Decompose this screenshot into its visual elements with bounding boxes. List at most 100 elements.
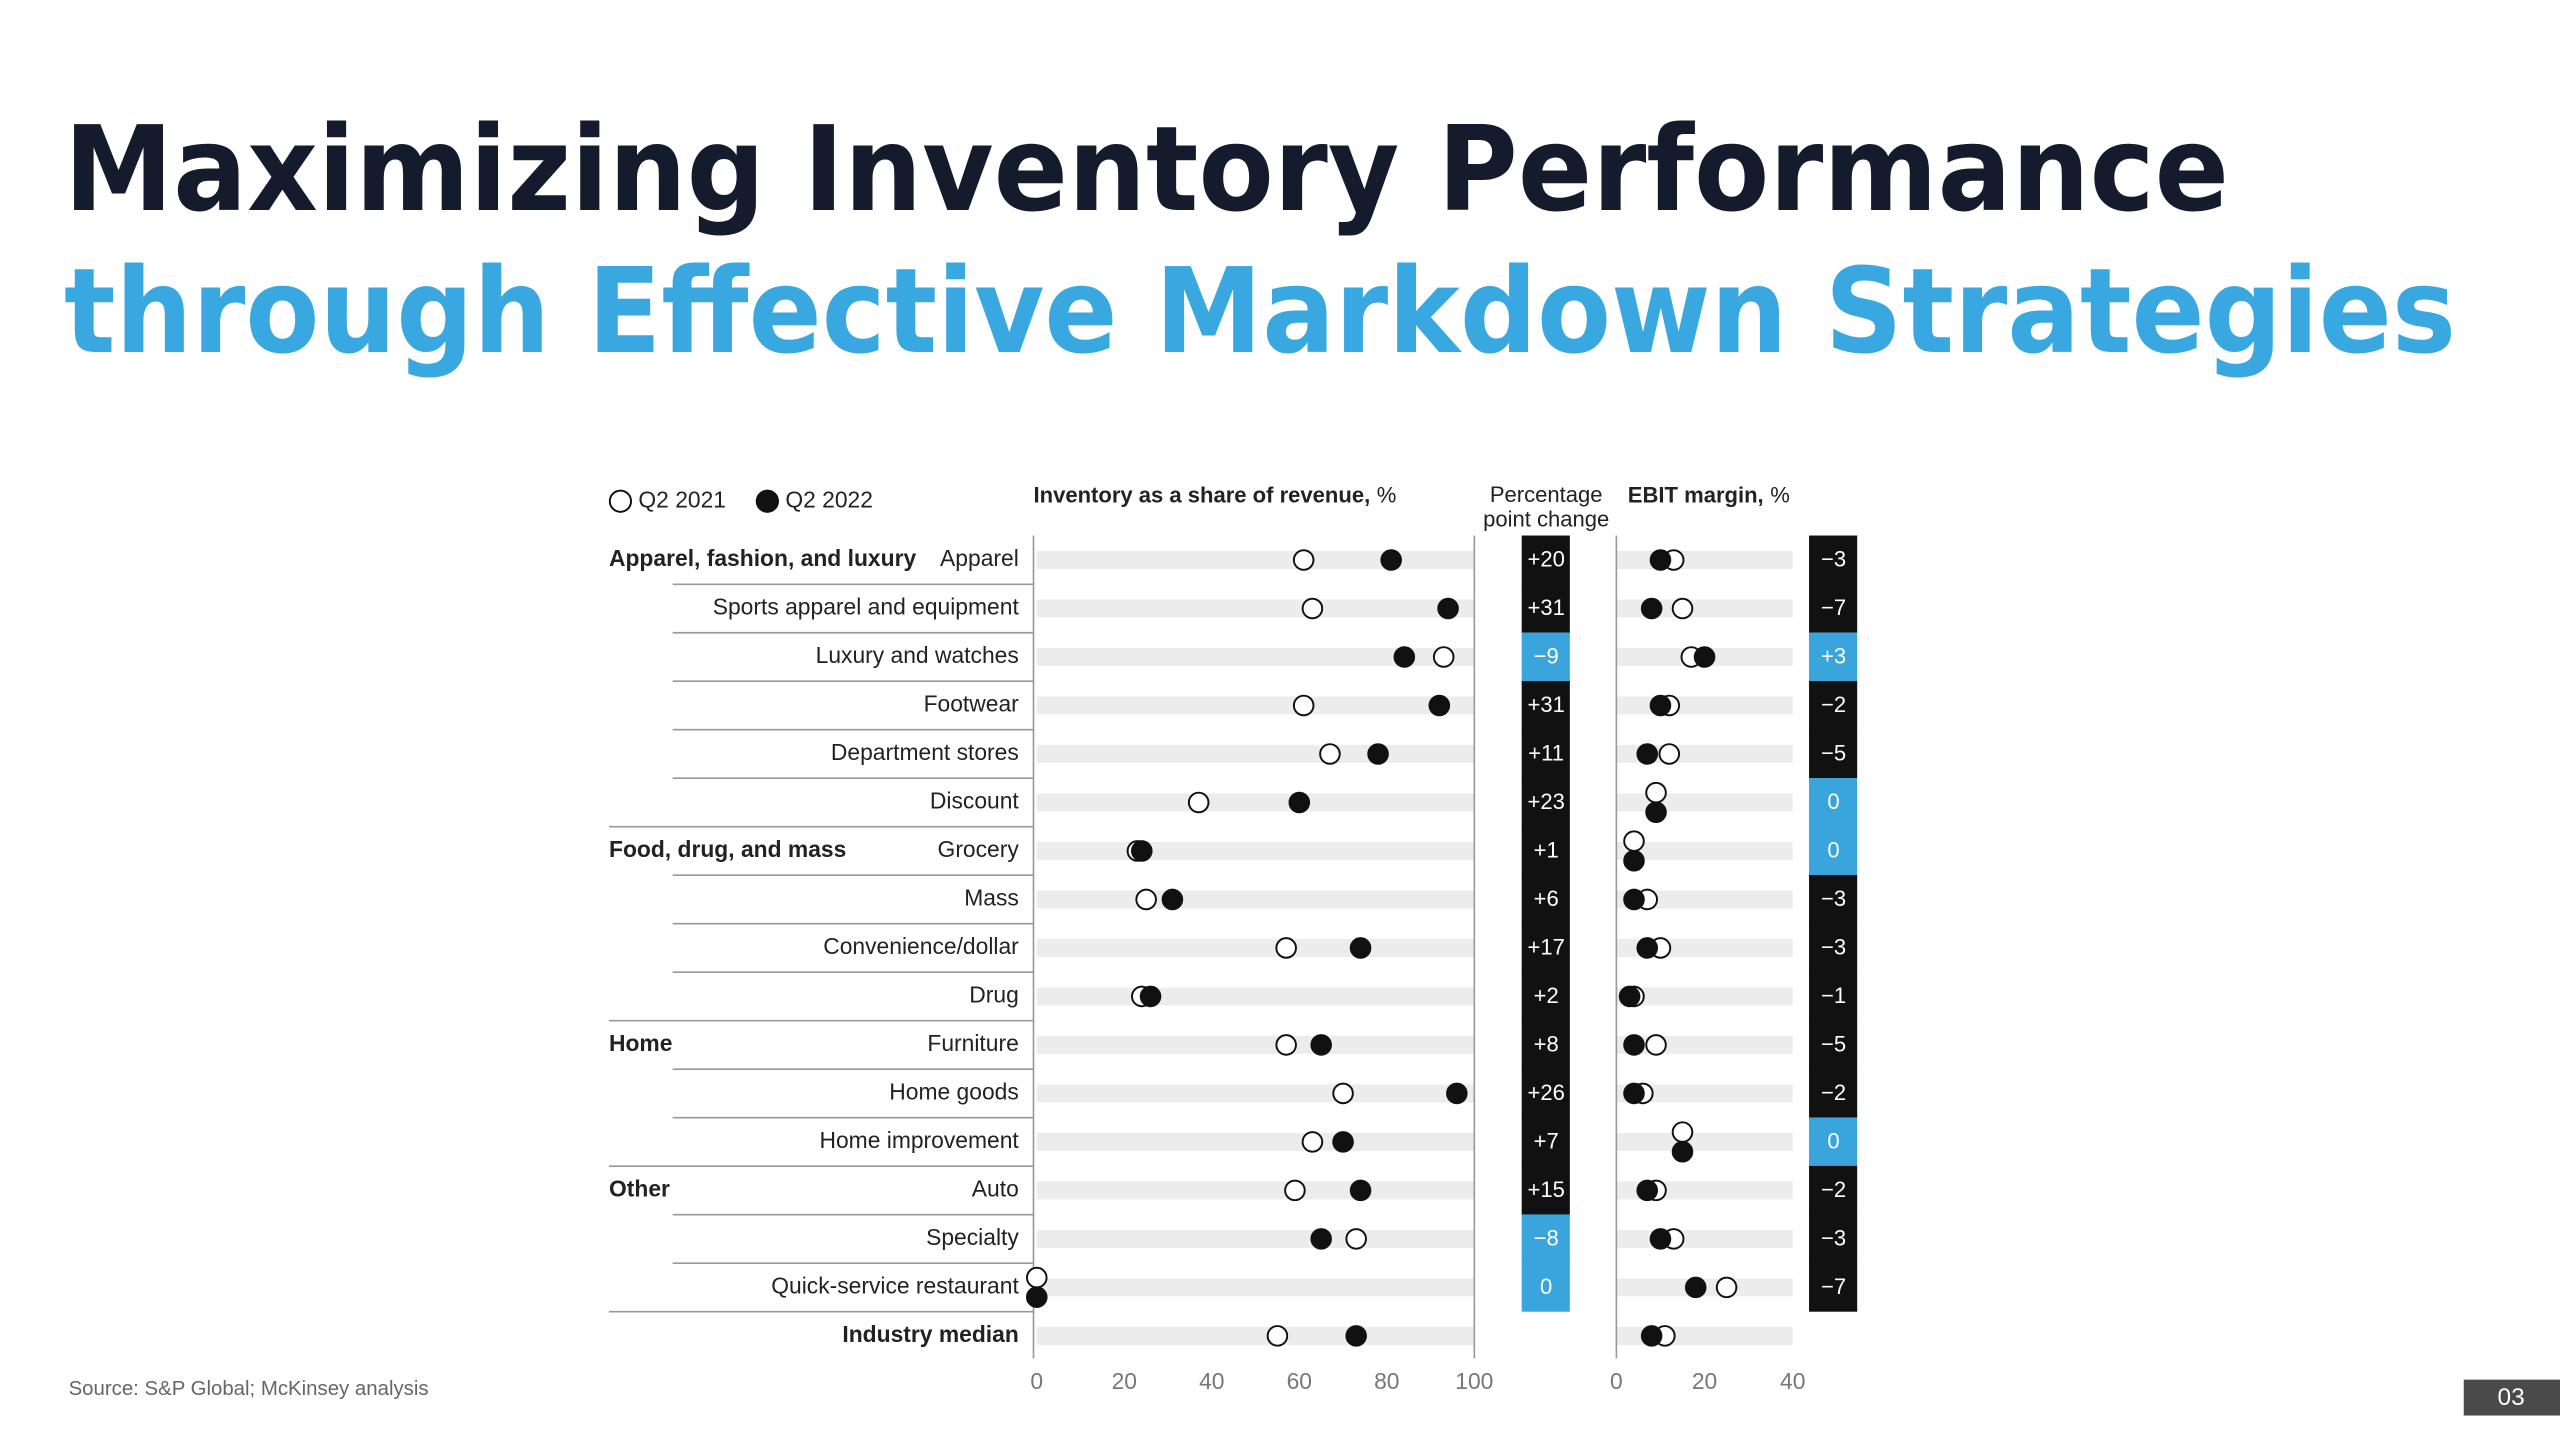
dot — [1393, 646, 1416, 668]
x-tick-label: 80 — [1374, 1368, 1399, 1394]
change-label: +26 — [1527, 1080, 1564, 1105]
change-label: 0 — [1827, 838, 1839, 863]
panel-title: Inventory as a share of revenue,% — [1033, 482, 1396, 507]
row-bar — [1036, 890, 1475, 909]
dot — [1345, 1325, 1367, 1347]
group-label: Other — [609, 1175, 670, 1201]
change-box — [1809, 1214, 1858, 1264]
change-box — [1809, 632, 1858, 682]
x-tick-label: 0 — [1610, 1368, 1623, 1394]
change-box — [1809, 874, 1858, 924]
legend-label: Q2 2021 — [638, 486, 726, 512]
row-bar — [1036, 1181, 1475, 1200]
dot — [1367, 743, 1389, 765]
dot — [1428, 694, 1451, 717]
category-label: Mass — [964, 884, 1019, 910]
dot — [1623, 830, 1645, 852]
legend-marker — [608, 489, 633, 513]
row-bar — [1616, 890, 1793, 909]
change-label: −2 — [1821, 1080, 1846, 1105]
change-label: −5 — [1821, 741, 1846, 766]
category-label: Furniture — [927, 1030, 1018, 1056]
change-box — [1809, 729, 1858, 779]
change-box — [1809, 680, 1858, 730]
category-label: Home improvement — [819, 1127, 1019, 1153]
row-bar — [1036, 696, 1475, 715]
change-box — [1521, 729, 1570, 779]
dot — [1380, 549, 1402, 571]
change-box — [1521, 923, 1570, 973]
dot — [1618, 985, 1641, 1008]
change-title: point change — [1483, 507, 1609, 532]
dot — [1139, 985, 1162, 1008]
category-label: Home goods — [889, 1078, 1019, 1104]
dot — [1292, 694, 1315, 717]
row-bar — [1036, 599, 1475, 618]
category-label: Grocery — [938, 836, 1020, 862]
dot — [1645, 801, 1667, 824]
change-box — [1809, 1262, 1858, 1312]
change-label: −8 — [1534, 1226, 1559, 1251]
x-tick-label: 20 — [1112, 1368, 1137, 1394]
change-box — [1521, 777, 1570, 827]
dot — [1288, 791, 1311, 814]
category-label: Quick-service restaurant — [771, 1272, 1019, 1298]
row-bar — [1036, 1278, 1475, 1297]
change-box — [1809, 971, 1858, 1021]
dot — [1284, 1179, 1306, 1202]
x-tick-label: 40 — [1199, 1368, 1224, 1394]
change-box — [1809, 535, 1858, 585]
row-bar — [1036, 938, 1475, 957]
change-label: +31 — [1527, 595, 1564, 620]
row-bar — [1616, 1132, 1793, 1151]
dot — [1645, 781, 1667, 804]
dot — [1715, 1276, 1738, 1299]
change-label: −5 — [1821, 1032, 1846, 1057]
row-bar — [1616, 1229, 1793, 1248]
row-bar — [1036, 793, 1475, 812]
row-bar — [1616, 696, 1793, 715]
change-box — [1809, 1020, 1858, 1070]
dot — [1623, 1082, 1645, 1105]
change-label: −3 — [1821, 547, 1846, 572]
change-box — [1809, 826, 1858, 876]
change-label: +11 — [1528, 741, 1564, 766]
title-line-2: through Effective Markdown Strategies — [64, 242, 2456, 380]
change-label: +2 — [1534, 983, 1559, 1008]
dot — [1292, 549, 1315, 571]
category-label: Auto — [972, 1175, 1019, 1201]
dot — [1266, 1325, 1289, 1347]
dot — [1636, 937, 1659, 959]
dot — [1025, 1286, 1048, 1308]
row-bar — [1036, 987, 1475, 1006]
dot — [1310, 1034, 1332, 1056]
change-label: +31 — [1527, 692, 1564, 717]
page-number-box — [2463, 1379, 2560, 1416]
category-label: Department stores — [831, 739, 1019, 765]
change-box — [1521, 680, 1570, 730]
dot — [1446, 1082, 1468, 1105]
dot — [1671, 1140, 1694, 1163]
change-label: −3 — [1821, 935, 1846, 960]
panel-title-text: EBIT margin, — [1628, 482, 1764, 507]
change-box — [1521, 874, 1570, 924]
page-number: 03 — [2497, 1384, 2524, 1411]
dot — [1349, 937, 1372, 959]
dot — [1623, 849, 1645, 872]
dot — [1437, 597, 1459, 620]
change-box — [1521, 1117, 1570, 1167]
panel-title-text: Inventory as a share of revenue, — [1033, 482, 1370, 507]
dot — [1275, 937, 1297, 959]
panel-title-unit: % — [1770, 482, 1790, 507]
change-label: +20 — [1527, 547, 1564, 572]
dot — [1636, 743, 1659, 765]
title-line-1: Maximizing Inventory Performance — [64, 100, 2229, 238]
row-bar — [1036, 1229, 1475, 1248]
change-label: 0 — [1827, 1129, 1839, 1154]
change-box — [1521, 826, 1570, 876]
change-box — [1809, 777, 1858, 827]
row-bar — [1616, 793, 1793, 812]
dot — [1636, 1179, 1659, 1202]
change-label: −9 — [1534, 644, 1559, 669]
